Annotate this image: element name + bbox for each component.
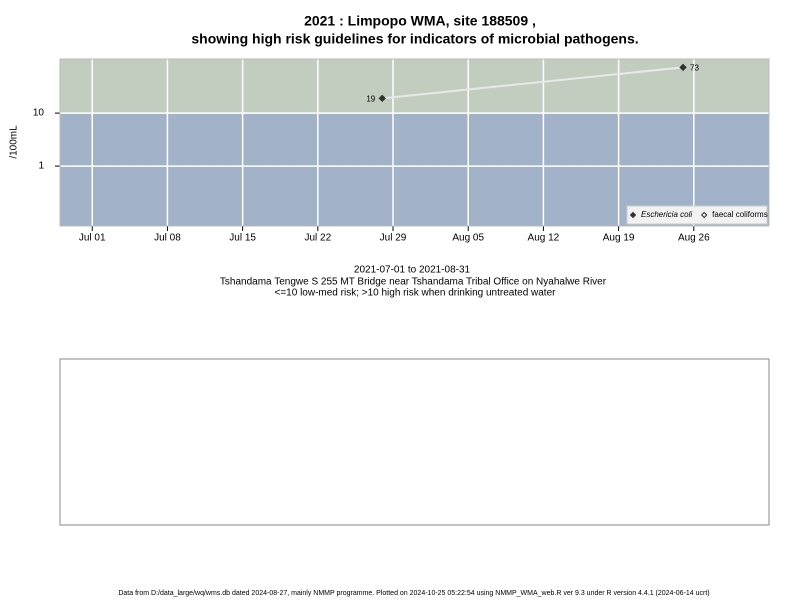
x-tick-label: Jul 29 [380, 233, 407, 244]
x-tick-label: Jul 01 [79, 233, 106, 244]
x-tick-label: Aug 12 [528, 233, 560, 244]
x-tick-label: Aug 05 [452, 233, 484, 244]
legend-box [626, 205, 768, 225]
x-tick-label: Aug 19 [603, 233, 635, 244]
point [378, 94, 386, 103]
data-label: 19 [366, 94, 375, 103]
x-tick-label: Jul 15 [229, 233, 256, 244]
chart-title: showing high risk guidelines for indicat… [191, 31, 638, 47]
x-tick-label: Jul 22 [304, 233, 331, 244]
band-above [60, 59, 769, 114]
y-tick-label: 10 [33, 108, 45, 119]
chart-title: 2021 : Limpopo WMA, site 188509 , [304, 13, 536, 29]
subtitle: Tshandama Tengwe S 255 MT Bridge near Ts… [220, 277, 607, 288]
y-axis-label: /100mL [9, 125, 20, 159]
legend-marker [700, 211, 708, 219]
x-tick-label: Aug 26 [678, 233, 710, 244]
empty-panel [59, 358, 770, 526]
legend-marker [629, 211, 637, 219]
subtitle: 2021-07-01 to 2021-08-31 [354, 265, 471, 276]
data-label: 73 [690, 63, 699, 72]
plot-border [59, 58, 770, 227]
legend-label: faecal coliforms [712, 210, 768, 219]
point [679, 63, 687, 72]
y-tick-label: 1 [38, 161, 44, 172]
footer: Data from D:/data_large/wq/wms.db dated … [118, 590, 709, 597]
series-line [382, 66, 684, 100]
x-tick-label: Jul 08 [154, 233, 181, 244]
subtitle: <=10 low-med risk; >10 high risk when dr… [275, 288, 557, 299]
legend-label: Eschericia coli [641, 210, 692, 219]
